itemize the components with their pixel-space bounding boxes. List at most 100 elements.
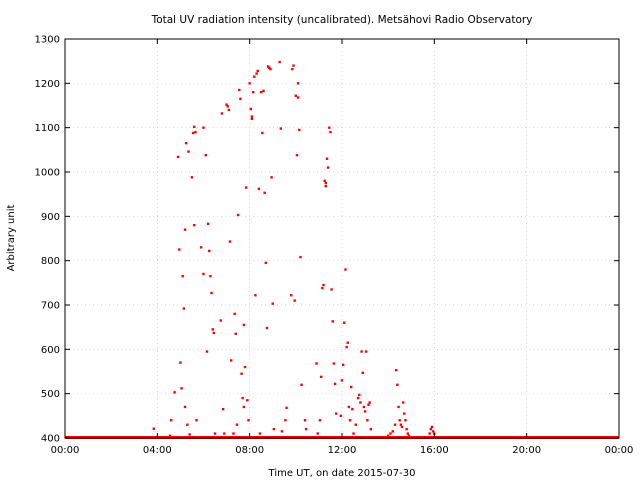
data-points <box>152 60 436 437</box>
data-point <box>213 432 217 435</box>
data-point <box>246 399 249 402</box>
data-point <box>345 345 348 349</box>
data-point <box>329 130 332 134</box>
data-point <box>206 222 210 226</box>
data-point <box>405 427 408 431</box>
data-point <box>227 108 231 112</box>
axis-ticks: 400 500 600 700 800 900 1000 1100 1200 1300 00:00 0… <box>35 35 634 457</box>
x-tick-label: 20:00 <box>512 445 541 456</box>
data-point <box>226 105 229 108</box>
data-point <box>358 393 361 397</box>
data-point <box>250 115 254 118</box>
data-point <box>430 425 434 429</box>
data-point <box>191 131 195 135</box>
data-point <box>182 307 186 310</box>
data-point <box>362 405 366 409</box>
grid-lines <box>65 39 619 438</box>
data-point <box>324 181 328 185</box>
data-point <box>236 213 240 217</box>
data-point <box>195 419 198 422</box>
data-point <box>333 382 337 386</box>
data-point <box>278 60 281 64</box>
data-point <box>320 375 323 379</box>
x-tick-label: 00:00 <box>605 445 634 456</box>
data-point <box>400 425 404 429</box>
data-point <box>223 432 226 435</box>
data-point <box>397 405 400 409</box>
data-point <box>221 407 225 411</box>
x-tick-label: 16:00 <box>420 445 449 456</box>
y-axis-label: Arbitrary unit <box>6 205 17 272</box>
data-point <box>241 396 244 400</box>
data-point <box>365 350 368 353</box>
data-point <box>352 432 355 435</box>
data-point <box>242 405 246 409</box>
data-point <box>256 69 259 73</box>
data-point <box>386 434 390 437</box>
data-point <box>429 427 433 431</box>
data-point <box>178 248 181 251</box>
data-point <box>232 432 235 435</box>
y-tick-label: 500 <box>41 389 60 400</box>
data-point <box>249 107 253 111</box>
data-point <box>326 166 330 169</box>
data-point <box>176 155 180 159</box>
data-point <box>230 359 233 362</box>
data-point <box>239 97 242 101</box>
x-axis-label: Time UT, on date 2015-07-30 <box>268 468 416 479</box>
data-point <box>269 67 272 71</box>
data-point <box>431 430 435 433</box>
data-point <box>354 423 358 426</box>
data-point <box>210 291 213 295</box>
data-point <box>183 405 187 409</box>
data-point <box>296 96 300 99</box>
data-point <box>254 294 257 297</box>
data-point <box>234 332 238 336</box>
data-point <box>303 419 307 422</box>
data-point <box>211 328 214 331</box>
data-point <box>294 94 298 97</box>
data-point <box>328 126 331 129</box>
data-point <box>395 368 398 372</box>
y-tick-label: 700 <box>41 301 60 312</box>
data-point <box>404 419 407 422</box>
data-point <box>295 153 299 157</box>
data-point <box>265 326 269 330</box>
y-tick-label: 1100 <box>35 123 60 134</box>
y-tick-label: 1000 <box>35 168 60 179</box>
data-point <box>243 365 247 369</box>
data-point <box>238 88 241 92</box>
data-point <box>347 405 351 409</box>
data-point <box>209 274 212 278</box>
data-point <box>188 433 191 436</box>
x-tick-label: 08:00 <box>235 445 264 456</box>
data-point <box>299 255 302 259</box>
data-point <box>389 432 392 435</box>
data-point <box>407 434 411 437</box>
x-tick-label: 04:00 <box>143 445 172 456</box>
data-point <box>266 65 270 68</box>
data-point <box>296 82 300 85</box>
data-point <box>193 125 196 128</box>
data-point <box>186 423 189 426</box>
data-point <box>341 363 345 367</box>
data-point <box>350 385 353 389</box>
data-point <box>263 191 266 195</box>
data-point <box>330 288 333 291</box>
data-point <box>401 401 405 404</box>
data-point <box>339 414 343 418</box>
data-point <box>360 350 363 353</box>
data-point <box>325 157 329 160</box>
data-point <box>359 401 362 404</box>
data-point <box>284 419 287 422</box>
data-point <box>270 176 273 179</box>
chart-title: Total UV radiation intensity (uncalibrat… <box>151 14 533 26</box>
data-point <box>300 383 303 386</box>
data-point <box>152 427 156 430</box>
x-tick-label: 12:00 <box>328 445 357 456</box>
data-point <box>262 89 265 93</box>
data-point <box>291 67 294 71</box>
data-point <box>292 64 295 67</box>
data-point <box>240 372 243 375</box>
